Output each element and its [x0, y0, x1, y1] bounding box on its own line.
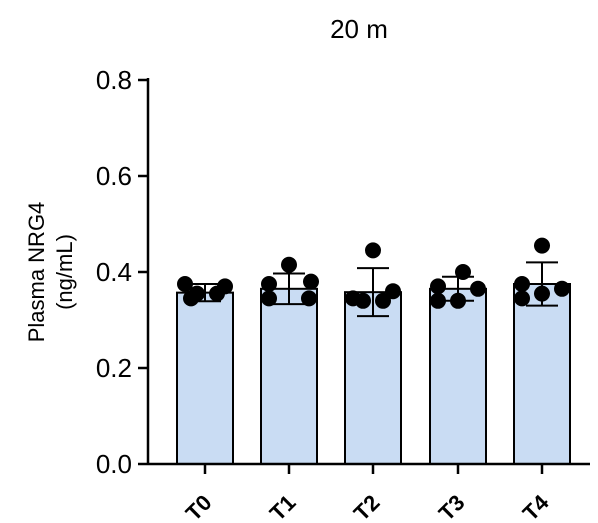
y-axis-label: Plasma NRG4 (ng/mL) — [24, 202, 77, 343]
x-tick-label-t4: T4 — [518, 489, 554, 523]
y-axis-label-line-2: (ng/mL) — [52, 234, 77, 310]
data-point-t3-3 — [470, 280, 486, 297]
data-point-t1-4 — [261, 290, 277, 307]
x-tick-label-t1: T1 — [265, 490, 301, 523]
error-bars-layer — [189, 261, 558, 318]
data-point-t1-3 — [261, 276, 277, 292]
bar-t2 — [344, 291, 402, 465]
data-point-t2-1 — [365, 242, 381, 259]
x-tick-label-t0: T0 — [181, 490, 217, 523]
data-point-t3-2 — [430, 278, 446, 295]
data-point-t4-2 — [514, 276, 530, 292]
bar-t0 — [176, 291, 234, 466]
x-tick-label-t3: T3 — [434, 490, 470, 523]
data-point-t1-1 — [281, 256, 297, 273]
bar-t4 — [513, 283, 571, 465]
data-point-t4-3 — [554, 280, 570, 297]
data-point-t1-5 — [301, 290, 317, 307]
data-point-t2-4 — [375, 292, 391, 309]
chart-title: 20 m — [330, 14, 388, 44]
x-ticks: T0 T1 T2 T3 T4 — [181, 464, 554, 523]
bar-t3 — [429, 287, 487, 465]
y-tick-label: 0.4 — [96, 257, 132, 287]
data-point-t4-1 — [534, 237, 550, 254]
data-point-t4-4 — [534, 285, 550, 302]
y-ticks: 0.0 0.2 0.4 0.6 0.8 — [96, 65, 148, 479]
data-point-t0-1 — [177, 276, 193, 292]
data-point-t0-5 — [183, 290, 199, 307]
y-tick-label: 0.6 — [96, 161, 132, 191]
data-point-t3-4 — [450, 292, 466, 309]
data-point-t2-2 — [385, 283, 401, 300]
data-point-t3-5 — [430, 292, 446, 309]
y-tick-label: 0.0 — [96, 449, 132, 479]
data-point-t2-5 — [355, 292, 371, 309]
data-point-t4-5 — [514, 290, 530, 307]
bar-t1 — [260, 287, 318, 465]
y-tick-label: 0.8 — [96, 65, 132, 95]
data-point-t1-2 — [303, 273, 319, 290]
y-tick-label: 0.2 — [96, 353, 132, 383]
points-layer — [177, 237, 570, 309]
y-axis-label-line-1: Plasma NRG4 — [24, 202, 49, 343]
x-tick-label-t2: T2 — [349, 490, 385, 523]
data-point-t3-1 — [455, 264, 471, 280]
data-point-t0-4 — [209, 285, 225, 302]
